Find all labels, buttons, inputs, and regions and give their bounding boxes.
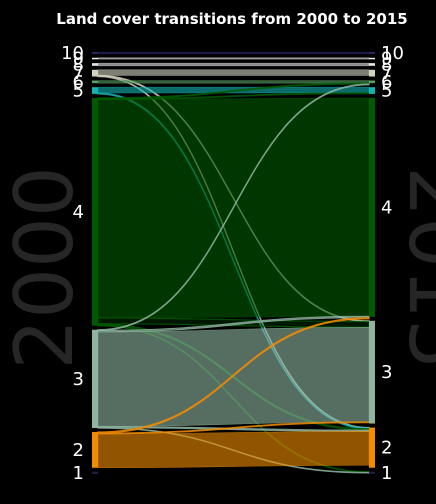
right-node-7	[369, 69, 375, 77]
flow-3-to-3	[97, 326, 370, 427]
right-tick-label-5: 5	[381, 81, 392, 102]
left-node-8	[92, 63, 98, 66]
left-tick-label-8: 8	[73, 54, 84, 75]
flow-2-to-2	[97, 431, 370, 469]
year-labels: 2000 2015	[0, 166, 436, 370]
flow-6-to-6	[97, 80, 370, 84]
chart-title: Land cover transitions from 2000 to 2015	[56, 10, 407, 28]
flow-10-to-10	[97, 51, 370, 55]
right-tick-label-8: 8	[381, 54, 392, 75]
right-node-8	[369, 63, 375, 66]
right-tick-label-1: 1	[381, 463, 392, 484]
right-node-2	[369, 427, 375, 468]
left-tick-label-4: 4	[73, 202, 84, 223]
right-tick-label-2: 2	[381, 438, 392, 459]
right-node-5	[369, 87, 375, 94]
left-tick-label-2: 2	[73, 440, 84, 461]
left-tick-label-9: 9	[73, 48, 84, 69]
flow-2-to-4	[97, 317, 370, 434]
nodes-layer	[92, 52, 375, 474]
left-node-7	[92, 69, 98, 77]
right-node-10	[369, 52, 375, 54]
left-node-4	[92, 97, 98, 326]
left-tick-label-1: 1	[73, 463, 84, 484]
flow-3-to-6	[97, 83, 370, 332]
right-tick-label-3: 3	[381, 362, 392, 383]
left-tick-label-6: 6	[73, 72, 84, 93]
left-node-9	[92, 57, 98, 60]
flows-layer	[97, 51, 370, 474]
right-tick-label-10: 10	[381, 43, 404, 64]
left-tick-label-7: 7	[73, 63, 84, 84]
left-node-1	[92, 471, 98, 474]
left-node-5	[92, 87, 98, 94]
right-node-6	[369, 80, 375, 84]
right-tick-label-9: 9	[381, 48, 392, 69]
right-year-label: 2015	[391, 166, 436, 370]
right-node-1	[369, 471, 375, 474]
left-node-2	[92, 432, 98, 468]
flow-9-to-9	[97, 57, 370, 60]
left-tick-label-10: 10	[61, 43, 84, 64]
right-node-9	[369, 57, 375, 60]
left-tick-label-5: 5	[73, 81, 84, 102]
right-node-4	[369, 97, 375, 317]
left-node-3	[92, 329, 98, 429]
right-node-3	[369, 320, 375, 424]
flow-8-to-8	[97, 62, 370, 67]
left-node-6	[92, 80, 98, 84]
left-tick-label-3: 3	[73, 369, 84, 390]
flow-7-to-7	[97, 69, 370, 76]
right-tick-label-7: 7	[381, 63, 392, 84]
right-tick-label-6: 6	[381, 72, 392, 93]
left-node-10	[92, 52, 98, 54]
left-year-label: 2000	[0, 166, 91, 370]
right-tick-label-4: 4	[381, 197, 392, 218]
